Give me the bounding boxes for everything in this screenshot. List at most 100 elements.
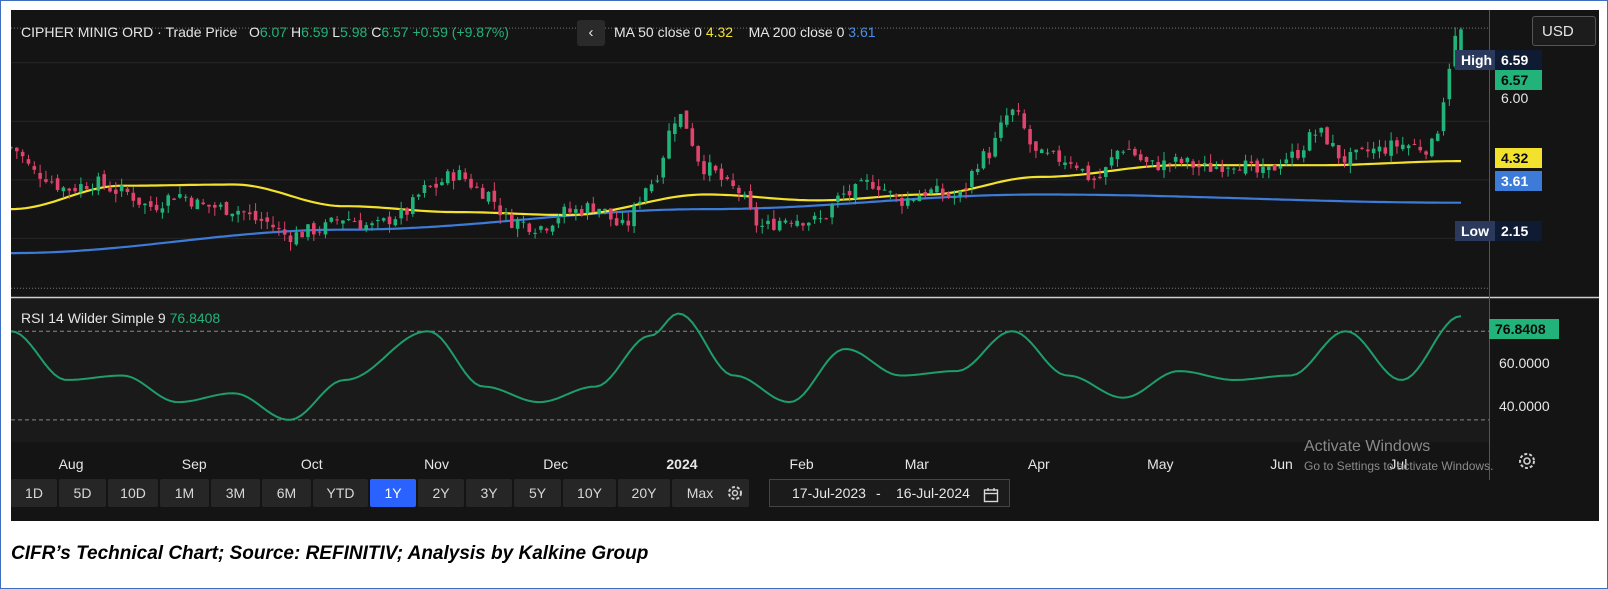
candle-body bbox=[271, 224, 275, 228]
candle-body bbox=[195, 199, 200, 210]
candle-body bbox=[638, 201, 642, 204]
candle-body bbox=[1057, 150, 1061, 162]
date-range-picker[interactable]: 17-Jul-2023 - 16-Jul-2024 bbox=[769, 479, 1010, 507]
candle-body bbox=[1092, 178, 1096, 181]
candle-body bbox=[265, 217, 270, 222]
range-button-2y[interactable]: 2Y bbox=[418, 479, 464, 507]
range-button-6m[interactable]: 6M bbox=[262, 479, 311, 507]
candle-body bbox=[1162, 160, 1166, 171]
candle-body bbox=[32, 166, 37, 170]
candle-body bbox=[20, 151, 25, 157]
candle-body bbox=[579, 209, 584, 215]
ma50-path bbox=[11, 160, 1461, 217]
candle-body bbox=[306, 224, 310, 238]
date-to[interactable]: 16-Jul-2024 bbox=[896, 485, 970, 501]
range-button-10y[interactable]: 10Y bbox=[563, 479, 616, 507]
range-button-5y[interactable]: 5Y bbox=[514, 479, 561, 507]
candle-body bbox=[1045, 152, 1050, 154]
candle-body bbox=[218, 204, 223, 207]
candle-body bbox=[929, 189, 933, 194]
ma50-line bbox=[11, 160, 1461, 217]
currency-select[interactable]: USD bbox=[1532, 16, 1596, 46]
range-button-1m[interactable]: 1M bbox=[160, 479, 209, 507]
chart-header: CIPHER MINIG ORD · Trade Price O6.07 H6.… bbox=[21, 24, 509, 40]
candle-body bbox=[626, 220, 631, 226]
month-label-2024: 2024 bbox=[666, 456, 698, 472]
candle-body bbox=[900, 197, 904, 206]
month-label-apr: Apr bbox=[1027, 456, 1050, 472]
range-button-20y[interactable]: 20Y bbox=[618, 479, 670, 507]
date-from[interactable]: 17-Jul-2023 bbox=[792, 485, 866, 501]
low-tag-label: Low bbox=[1455, 221, 1495, 241]
date-separator: - bbox=[876, 485, 881, 501]
range-button-3y[interactable]: 3Y bbox=[466, 479, 512, 507]
range-button-1d[interactable]: 1D bbox=[11, 479, 57, 507]
range-button-ytd[interactable]: YTD bbox=[313, 479, 368, 507]
watermark-subtitle: Go to Settings to activate Windows. bbox=[1304, 459, 1494, 473]
candle-body bbox=[49, 181, 54, 183]
candle-body bbox=[597, 208, 601, 214]
range-button-1y[interactable]: 1Y bbox=[370, 479, 416, 507]
candle-body bbox=[643, 188, 648, 201]
candle-body bbox=[1109, 157, 1114, 166]
chart-settings-gear-icon[interactable] bbox=[721, 479, 749, 507]
candle-body bbox=[789, 222, 794, 224]
candle-body bbox=[1284, 159, 1289, 164]
candle-body bbox=[475, 186, 479, 188]
candle-body bbox=[387, 216, 392, 225]
candle-body bbox=[766, 220, 770, 225]
candle-body bbox=[1325, 127, 1329, 145]
range-button-3m[interactable]: 3M bbox=[211, 479, 260, 507]
candle-body bbox=[1430, 138, 1434, 157]
candle-body bbox=[975, 168, 980, 173]
candle-body bbox=[236, 210, 240, 215]
range-button-max[interactable]: Max bbox=[672, 479, 728, 507]
candle-body bbox=[1447, 68, 1452, 100]
candle-body bbox=[1197, 165, 1201, 168]
candle-body bbox=[783, 220, 788, 223]
candle-body bbox=[684, 110, 689, 129]
candle-body bbox=[422, 184, 427, 193]
candle-body bbox=[911, 199, 916, 201]
candle-body bbox=[137, 197, 141, 205]
candle-body bbox=[1226, 167, 1230, 169]
candle-body bbox=[405, 208, 409, 215]
candle-body bbox=[754, 207, 759, 226]
candle-body bbox=[1418, 146, 1423, 151]
candle-body bbox=[282, 229, 287, 235]
high-value: 6.59 bbox=[301, 24, 329, 40]
candle-body bbox=[469, 178, 473, 188]
range-button-5d[interactable]: 5D bbox=[59, 479, 106, 507]
candle-body bbox=[96, 176, 101, 191]
candle-body bbox=[1220, 166, 1225, 172]
candle-body bbox=[38, 172, 42, 179]
candle-body bbox=[1034, 141, 1038, 151]
watermark-title: Activate Windows bbox=[1304, 438, 1431, 455]
candle-body bbox=[1173, 156, 1178, 162]
candle-body bbox=[993, 137, 997, 157]
candle-body bbox=[1191, 161, 1195, 168]
settings-gear-icon[interactable] bbox=[1516, 450, 1538, 472]
candle-body bbox=[713, 165, 718, 171]
candle-body bbox=[719, 168, 724, 180]
candle-body bbox=[964, 188, 968, 190]
collapse-legend-button[interactable]: ‹ bbox=[577, 20, 605, 46]
range-button-10d[interactable]: 10D bbox=[108, 479, 158, 507]
candle-body bbox=[777, 220, 782, 231]
ma-legend: MA 50 close 0 4.32 MA 200 close 0 3.61 bbox=[614, 24, 876, 40]
candle-body bbox=[504, 212, 508, 214]
candle-body bbox=[707, 162, 712, 176]
candle-body bbox=[1063, 162, 1067, 165]
candle-body bbox=[608, 208, 613, 220]
chart-canvas[interactable] bbox=[11, 10, 1599, 521]
candle-body bbox=[90, 189, 95, 191]
candle-body bbox=[1121, 151, 1126, 153]
candle-body bbox=[742, 194, 747, 197]
candle-body bbox=[329, 217, 334, 222]
candle-body bbox=[166, 195, 171, 206]
candle-body bbox=[358, 220, 363, 229]
candle-body bbox=[1424, 151, 1428, 155]
low-label: L bbox=[332, 24, 341, 40]
calendar-icon[interactable] bbox=[983, 485, 999, 503]
candle-body bbox=[300, 232, 304, 238]
